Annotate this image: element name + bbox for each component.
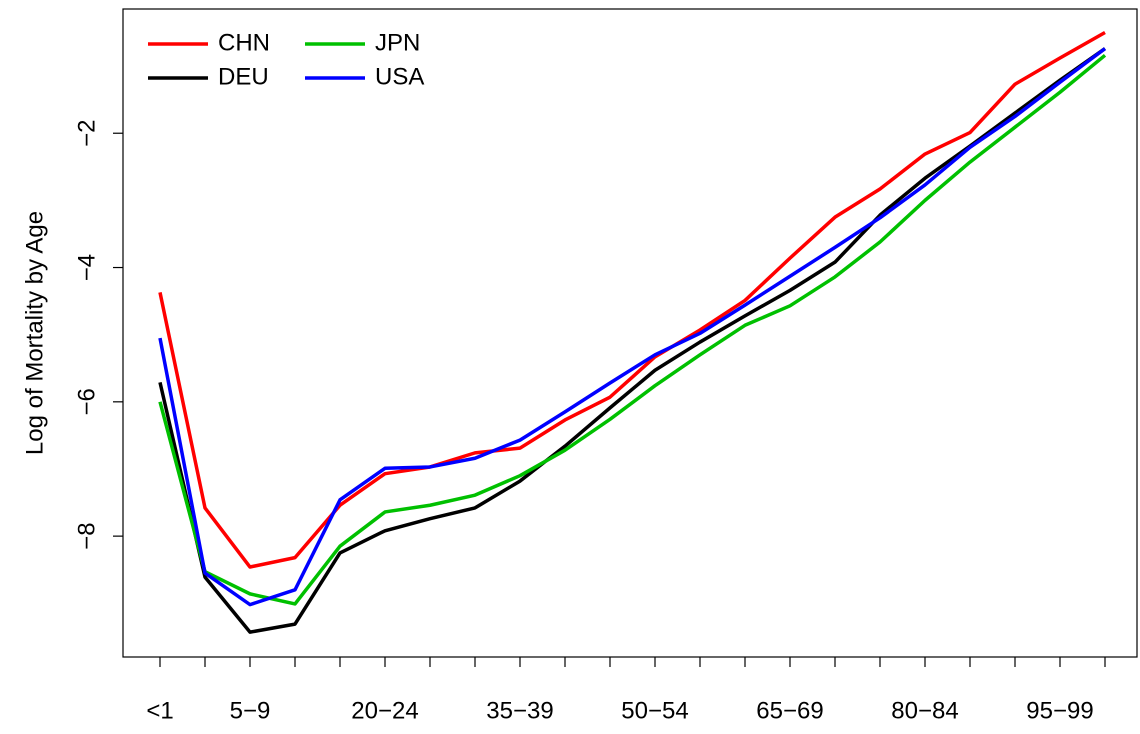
y-tick-label: −6 [73,388,100,415]
y-axis-label: Log of Mortality by Age [21,211,48,455]
series-line [158,30,1106,569]
x-tick-label: <1 [146,697,173,724]
x-tick-label: 35−39 [486,697,553,724]
y-tick-label: −4 [73,254,100,281]
plot-frame [122,8,1138,658]
y-tick-label: −2 [73,120,100,147]
x-tick-label: 5−9 [230,697,271,724]
series-line [158,53,1107,606]
x-tick-label: 20−24 [351,697,418,724]
y-tick-label: −8 [73,522,100,549]
series-line [158,47,1107,607]
legend-label: JPN [375,29,420,56]
x-tick-label: 95−99 [1026,697,1093,724]
x-tick-label: 65−69 [756,697,823,724]
legend-label: CHN [218,29,270,56]
x-tick-label: 50−54 [621,697,688,724]
legend-label: DEU [218,63,269,90]
series-line [158,47,1107,634]
x-tick-label: 80−84 [891,697,958,724]
legend-label: USA [375,63,424,90]
